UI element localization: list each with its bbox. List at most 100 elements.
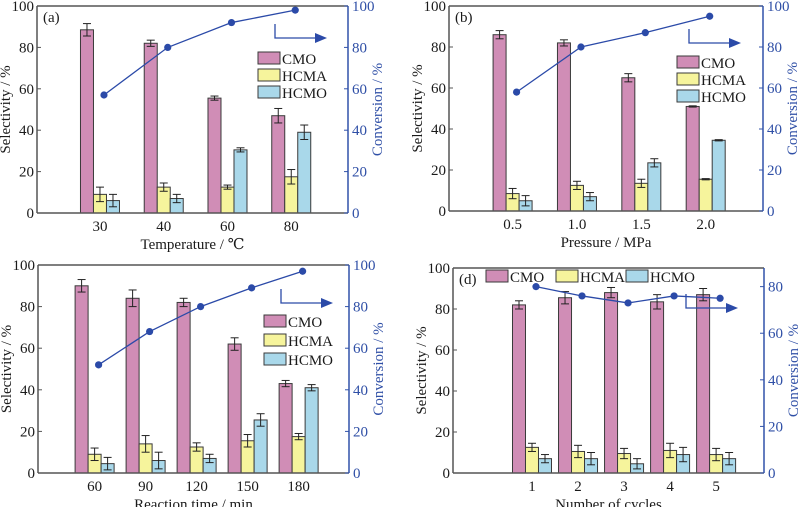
conversion-point xyxy=(532,283,540,291)
arrow-head-icon xyxy=(729,38,741,48)
conversion-point xyxy=(227,18,236,27)
legend-swatch-hcmo xyxy=(676,89,700,103)
legend-label: HCMA xyxy=(701,73,746,89)
x-tick-label: 120 xyxy=(185,479,208,495)
x-axis-title: Pressure / MPa xyxy=(561,235,652,251)
x-tick-label: 3 xyxy=(620,479,628,495)
y-right-tick-label: 20 xyxy=(353,424,368,440)
y-right-tick-label: 0 xyxy=(352,206,360,222)
legend-swatch-hcma xyxy=(257,68,281,82)
conversion-point xyxy=(197,303,205,311)
bar-hcmo xyxy=(297,131,312,214)
conversion-point xyxy=(577,43,585,51)
bar-hcmo xyxy=(647,162,662,212)
legend-label: CMO xyxy=(510,270,544,286)
y-tick-label: 40 xyxy=(20,383,35,399)
bar-cmo xyxy=(176,301,191,474)
legend-label: HCMA xyxy=(282,69,327,85)
bar-cmo xyxy=(143,42,158,214)
y-right-tick-label: 0 xyxy=(353,466,361,482)
x-tick-label: 1.0 xyxy=(568,217,587,233)
x-tick-label: 180 xyxy=(287,479,310,495)
conversion-point xyxy=(716,294,724,302)
y-tick-label: 100 xyxy=(424,0,447,15)
legend-label: HCMO xyxy=(282,86,327,102)
panel-2: 0 20 40 60 80 100 0 20 40 60 80 100 0.5 1.0 1.5 2.0 Pres… xyxy=(410,0,800,251)
y-right-tick-label: 20 xyxy=(352,165,367,181)
x-tick-label: 150 xyxy=(236,479,259,495)
legend-label: HCMO xyxy=(650,270,695,286)
panel-3: 0 20 40 60 80 100 0 20 40 60 80 100 60 90 120 150 180 Rea… xyxy=(0,258,387,507)
y-tick-label: 20 xyxy=(435,425,450,441)
y-tick-label: 100 xyxy=(12,0,35,15)
legend-label: CMO xyxy=(288,315,322,331)
panel-4: 0 20 40 60 80 100 0 20 40 60 80 1 2 3 4 5 Number of cycl… xyxy=(414,261,800,507)
legend-swatch-hcma xyxy=(676,72,700,86)
x-tick-label: 1 xyxy=(528,479,536,495)
bar-cmo xyxy=(511,304,526,474)
x-tick-label: 60 xyxy=(220,219,235,235)
y-right-tick-label: 20 xyxy=(768,419,783,435)
y-axis-title: Selectivity / % xyxy=(0,325,15,413)
bar-hcmo xyxy=(711,139,726,212)
y-right-tick-label: 0 xyxy=(767,204,775,220)
conversion-point xyxy=(670,292,678,300)
legend-label: HCMO xyxy=(701,90,746,106)
x-tick-label: 60 xyxy=(87,479,102,495)
x-axis-title: Temperature / ℃ xyxy=(140,237,244,253)
conversion-point xyxy=(146,327,154,336)
x-tick-label: 2 xyxy=(574,479,582,495)
bar-cmo xyxy=(621,77,636,212)
bar-hcmo xyxy=(233,149,248,214)
panel-1: 0 20 40 60 80 100 0 20 40 60 80 100 30 40 60 80 Temperat… xyxy=(0,0,386,253)
y-right-tick-label: 80 xyxy=(768,280,783,296)
bar-cmo xyxy=(207,97,222,214)
x-axis-title: Number of cycles xyxy=(555,497,662,507)
bar-cmo xyxy=(74,285,89,474)
y-tick-label: 0 xyxy=(439,204,447,220)
conversion-point xyxy=(641,29,649,37)
bar-hcmo xyxy=(304,387,319,474)
x-tick-label: 4 xyxy=(666,479,674,495)
y-tick-label: 80 xyxy=(19,40,34,56)
conversion-point xyxy=(512,88,521,96)
legend-label: HCMA xyxy=(580,270,625,286)
legend-swatch-cmo xyxy=(485,269,509,283)
y-tick-label: 100 xyxy=(13,258,36,274)
y-right-tick-label: 40 xyxy=(767,122,782,138)
legend-swatch-hcmo xyxy=(263,352,287,366)
y-right-tick-label: 80 xyxy=(767,40,782,56)
right-axis-arrow xyxy=(688,29,731,44)
arrow-head-icon xyxy=(726,303,738,313)
y-tick-label: 60 xyxy=(435,343,450,359)
y-right-tick-label: 100 xyxy=(352,0,375,15)
y-tick-label: 60 xyxy=(19,82,34,98)
y-tick-label: 100 xyxy=(428,261,451,277)
legend-label: HCMO xyxy=(288,353,333,369)
bar-cmo xyxy=(271,115,286,214)
y-right-tick-label: 60 xyxy=(768,326,783,342)
y-right-tick-label: 60 xyxy=(352,82,367,98)
y-right-tick-label: 100 xyxy=(353,258,376,274)
x-tick-label: 1.5 xyxy=(632,217,651,233)
right-axis-arrow xyxy=(685,294,728,309)
bar-cmo xyxy=(278,383,293,474)
x-tick-label: 30 xyxy=(92,219,107,235)
y-tick-label: 20 xyxy=(431,163,446,179)
legend-swatch-cmo xyxy=(263,314,287,328)
y-tick-label: 20 xyxy=(19,165,34,181)
y-right-tick-label: 60 xyxy=(767,81,782,97)
y-tick-label: 80 xyxy=(20,300,35,316)
y-right-tick-label: 100 xyxy=(767,0,790,15)
legend-swatch-hcma xyxy=(263,333,287,347)
bar-cmo xyxy=(492,34,507,212)
arrow-head-icon xyxy=(315,33,327,43)
y-right-tick-label: 40 xyxy=(352,123,367,139)
conversion-point xyxy=(248,284,256,292)
y-right-axis-title: Conversion / % xyxy=(370,63,386,156)
x-tick-label: 2.0 xyxy=(696,217,715,233)
y-tick-label: 0 xyxy=(443,466,451,482)
y-right-axis-title: Conversion / % xyxy=(785,62,800,155)
x-tick-label: 0.5 xyxy=(503,217,522,233)
